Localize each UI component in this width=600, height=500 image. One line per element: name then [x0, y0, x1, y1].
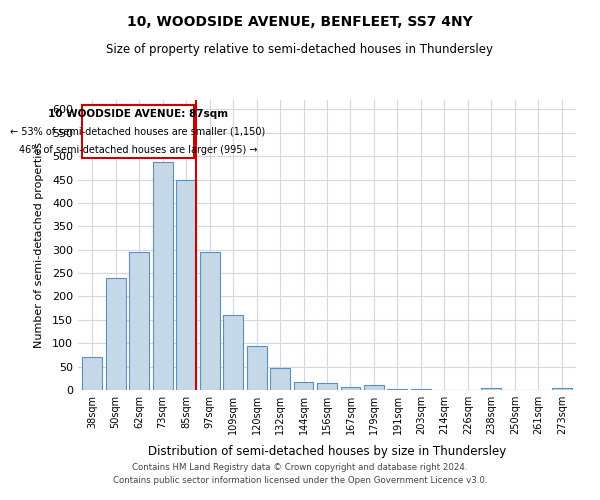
Bar [129, 252, 149, 390]
Text: Contains HM Land Registry data © Crown copyright and database right 2024.: Contains HM Land Registry data © Crown c… [132, 464, 468, 472]
X-axis label: Distribution of semi-detached houses by size in Thundersley: Distribution of semi-detached houses by … [148, 446, 506, 458]
Bar [341, 386, 361, 390]
Text: 10 WOODSIDE AVENUE: 87sqm: 10 WOODSIDE AVENUE: 87sqm [48, 108, 228, 118]
Text: Size of property relative to semi-detached houses in Thundersley: Size of property relative to semi-detach… [107, 42, 493, 56]
Bar [364, 386, 384, 390]
Bar [200, 252, 220, 390]
Bar [176, 180, 196, 390]
Bar [270, 368, 290, 390]
Bar [106, 278, 125, 390]
Text: Contains public sector information licensed under the Open Government Licence v3: Contains public sector information licen… [113, 476, 487, 485]
Bar [411, 389, 431, 390]
Text: 10, WOODSIDE AVENUE, BENFLEET, SS7 4NY: 10, WOODSIDE AVENUE, BENFLEET, SS7 4NY [127, 15, 473, 29]
Bar [317, 384, 337, 390]
Bar [152, 162, 173, 390]
Bar [388, 389, 407, 390]
Y-axis label: Number of semi-detached properties: Number of semi-detached properties [34, 142, 44, 348]
Bar [552, 388, 572, 390]
Bar [293, 382, 313, 390]
Bar [247, 346, 266, 390]
FancyBboxPatch shape [82, 104, 194, 158]
Bar [82, 358, 102, 390]
Text: ← 53% of semi-detached houses are smaller (1,150): ← 53% of semi-detached houses are smalle… [10, 126, 265, 136]
Bar [481, 388, 502, 390]
Text: 46% of semi-detached houses are larger (995) →: 46% of semi-detached houses are larger (… [19, 144, 257, 154]
Bar [223, 315, 243, 390]
